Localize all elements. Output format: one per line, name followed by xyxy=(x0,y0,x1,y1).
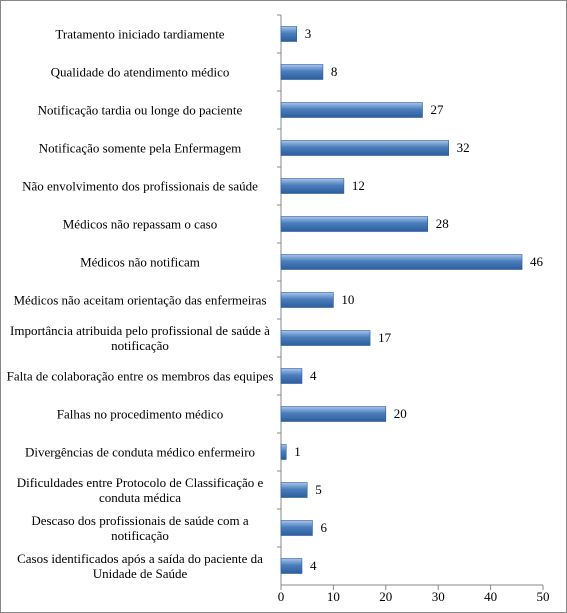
y-tick-label: Médicos não repassam o caso xyxy=(62,216,218,232)
value-label: 3 xyxy=(305,26,312,41)
y-tick-label: Tratamento iniciado tardiamente xyxy=(55,26,225,42)
value-label: 8 xyxy=(331,64,338,79)
value-label: 5 xyxy=(315,482,322,497)
bar xyxy=(280,406,387,422)
y-tick-label: Divergências de conduta médico enfermeir… xyxy=(24,444,256,460)
value-label: 10 xyxy=(341,292,354,307)
bar xyxy=(280,26,298,42)
bar xyxy=(280,178,345,194)
value-label: 4 xyxy=(310,368,317,383)
bar xyxy=(280,64,324,80)
bar xyxy=(280,444,287,460)
y-tick-label: Falta de colaboração entre os membros da… xyxy=(6,368,274,384)
y-tick-label: Casos identificados após a saída do paci… xyxy=(17,551,263,581)
x-tick-label: 20 xyxy=(379,589,392,604)
y-tick-label: Descaso dos profissionais de saúde com a… xyxy=(31,513,249,543)
bar xyxy=(280,102,423,118)
y-tick-label: Médicos não aceitam orientação das enfer… xyxy=(13,292,267,308)
value-label: 46 xyxy=(530,254,544,269)
y-tick-label: Notificação somente pela Enfermagem xyxy=(38,140,242,156)
y-tick-label: Não envolvimento dos profissionais de sa… xyxy=(22,178,258,194)
value-label: 20 xyxy=(394,406,407,421)
bar xyxy=(280,254,523,270)
x-tick-label: 40 xyxy=(484,589,497,604)
value-label: 1 xyxy=(294,444,301,459)
bar xyxy=(280,216,429,232)
y-tick-label: Importância atribuida pelo profissional … xyxy=(10,323,270,353)
value-label: 12 xyxy=(352,178,365,193)
value-label: 27 xyxy=(430,102,444,117)
bar xyxy=(280,368,303,384)
value-label: 17 xyxy=(378,330,392,345)
y-tick-label: Notificação tardia ou longe do paciente xyxy=(37,102,243,118)
y-tick-label: Médicos não notificam xyxy=(80,254,200,270)
bar xyxy=(280,482,308,498)
bar xyxy=(280,520,313,536)
y-tick-label: Dificuldades entre Protocolo de Classifi… xyxy=(16,475,264,505)
bar xyxy=(280,330,371,346)
x-tick-label: 10 xyxy=(327,589,340,604)
bar xyxy=(280,558,303,574)
x-tick-label: 30 xyxy=(432,589,445,604)
y-tick-label: Qualidade do atendimento médico xyxy=(50,64,230,80)
y-tick-label: Falhas no procedimento médico xyxy=(56,406,224,422)
bar xyxy=(280,292,334,308)
value-label: 28 xyxy=(436,216,449,231)
value-label: 4 xyxy=(310,558,317,573)
bar xyxy=(280,140,449,156)
value-label: 32 xyxy=(457,140,470,155)
x-tick-label: 0 xyxy=(278,589,285,604)
value-label: 6 xyxy=(320,520,327,535)
x-tick-label: 50 xyxy=(537,589,550,604)
